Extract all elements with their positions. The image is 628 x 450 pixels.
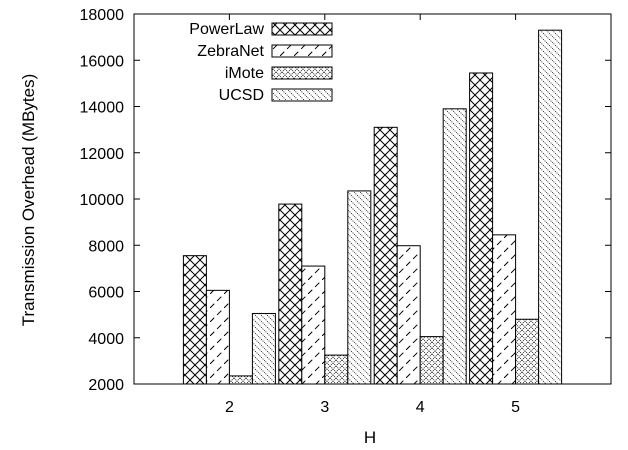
bar-imote-h5 xyxy=(515,318,540,385)
legend-label-ucsd: UCSD xyxy=(219,87,264,104)
bar-zebranet-h2 xyxy=(205,289,230,385)
bar-zebranet-h3 xyxy=(301,265,326,385)
y-tick-label: 14000 xyxy=(80,100,125,117)
legend-swatch-zebranet xyxy=(271,44,333,58)
bar-series-group xyxy=(182,29,563,385)
y-tick-label: 4000 xyxy=(88,331,124,348)
legend-label-zebranet: ZebraNet xyxy=(197,43,264,60)
bar-ucsd-h2 xyxy=(251,312,276,385)
y-tick-label: 10000 xyxy=(80,192,125,209)
legend-swatch-imote xyxy=(271,66,333,80)
x-tick-label: 2 xyxy=(225,399,234,416)
legend-label-powerlaw: PowerLaw xyxy=(189,21,264,38)
y-tick-label: 12000 xyxy=(80,146,125,163)
y-tick-label: 18000 xyxy=(80,7,125,24)
y-tick-label: 8000 xyxy=(88,238,124,255)
bar-ucsd-h5 xyxy=(538,29,563,385)
bar-ucsd-h3 xyxy=(347,190,372,385)
bar-imote-h4 xyxy=(419,336,444,385)
y-tick-label: 6000 xyxy=(88,285,124,302)
y-tick-label: 2000 xyxy=(88,377,124,394)
x-tick-label: 3 xyxy=(320,399,329,416)
bar-powerlaw-h2 xyxy=(182,255,207,385)
bar-zebranet-h4 xyxy=(396,245,421,385)
y-axis: 2000 4000 6000 8000 10000 12000 14000 16000 1800… xyxy=(80,7,611,394)
y-axis-title: Transmission Overhead (MBytes) xyxy=(19,74,38,327)
x-tick-label: 5 xyxy=(511,399,520,416)
legend-swatch-ucsd xyxy=(271,88,333,102)
x-axis-title: H xyxy=(364,428,376,447)
bar-zebranet-h5 xyxy=(492,234,517,385)
y-tick-label: 16000 xyxy=(80,53,125,70)
legend: PowerLaw ZebraNet iMote UCSD xyxy=(189,21,333,104)
bar-imote-h2 xyxy=(228,375,253,385)
bar-powerlaw-h4 xyxy=(373,126,398,385)
bar-imote-h3 xyxy=(324,354,349,385)
bar-powerlaw-h3 xyxy=(278,203,303,385)
bar-ucsd-h4 xyxy=(442,108,467,385)
legend-swatch-powerlaw xyxy=(271,22,333,36)
x-tick-label: 4 xyxy=(416,399,425,416)
legend-label-imote: iMote xyxy=(225,65,264,82)
bar-powerlaw-h5 xyxy=(469,72,494,385)
